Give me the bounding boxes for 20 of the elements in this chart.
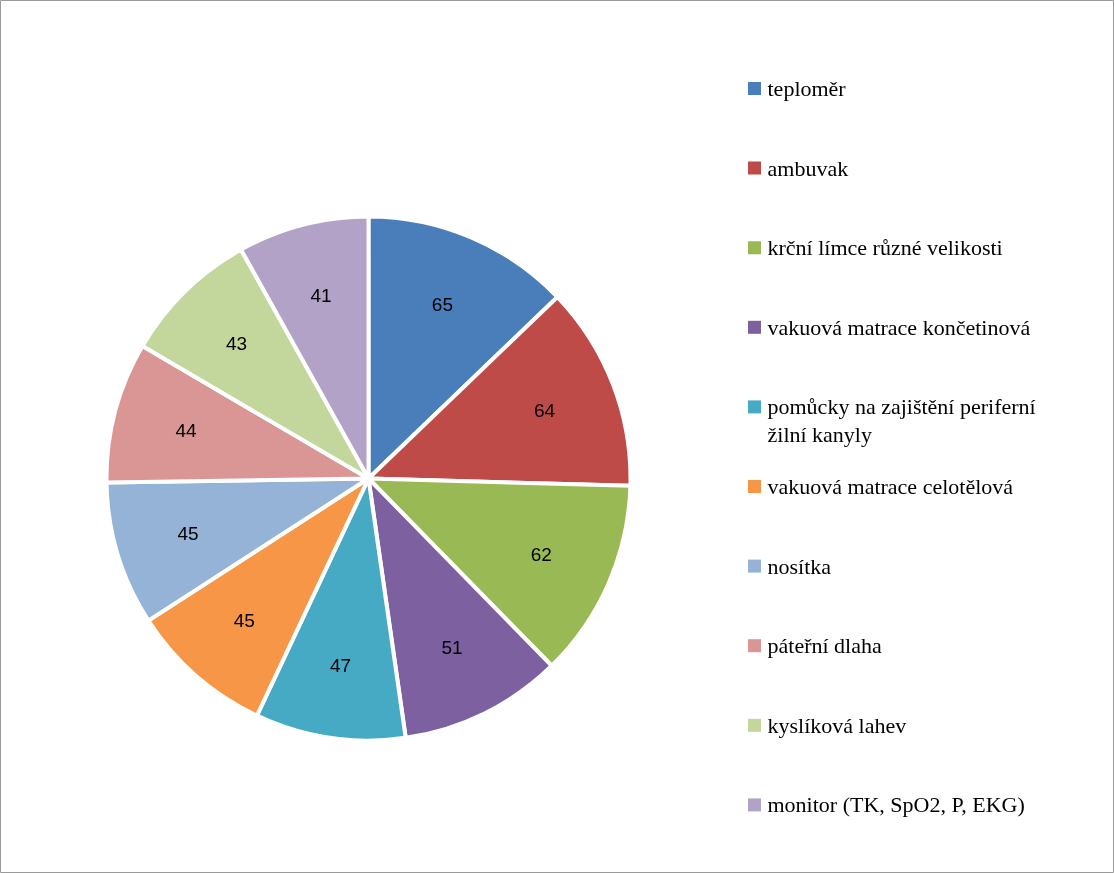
legend-label: vakuová matrace končetinová (767, 314, 1031, 340)
data-label: 62 (530, 543, 552, 565)
data-label: 45 (233, 609, 255, 631)
legend-label: teploměr (767, 76, 847, 101)
legend-label: pomůcky na zajištění periferní žilní kanyly (767, 394, 1036, 448)
data-label: 43 (226, 333, 248, 355)
data-label: 44 (175, 420, 198, 442)
legend-label: páteřní dlaha (767, 633, 882, 659)
data-label: 41 (310, 285, 332, 307)
data-label: 45 (177, 522, 199, 544)
legend-label: vakuová matrace celotělová (767, 474, 1014, 499)
legend-label: kyslíková lahev (767, 712, 907, 738)
legend-label: ambuvak (767, 155, 849, 181)
legend-label: krční límce různé velikosti (767, 235, 1003, 261)
data-label: 51 (441, 637, 463, 659)
data-label: 65 (431, 294, 454, 316)
legend-label: monitor (TK, SpO2, P, EKG) (767, 792, 1025, 818)
legend-label: nosítka (767, 553, 832, 579)
data-label: 64 (533, 400, 556, 422)
data-label: 47 (329, 654, 352, 676)
